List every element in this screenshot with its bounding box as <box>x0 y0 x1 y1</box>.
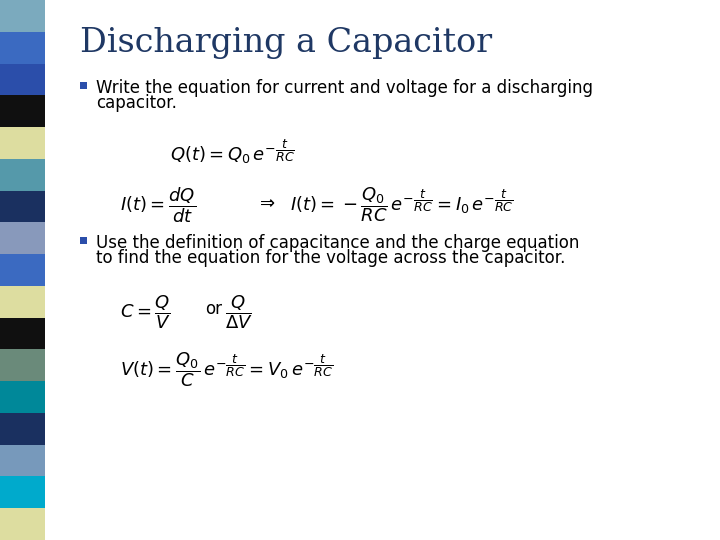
Bar <box>0 349 45 381</box>
Bar <box>63 0 64 540</box>
Bar <box>59 0 60 540</box>
Bar <box>0 159 45 191</box>
Bar <box>0 222 45 254</box>
Text: $Q(t) = Q_0\, e^{-\dfrac{t}{RC}}$: $Q(t) = Q_0\, e^{-\dfrac{t}{RC}}$ <box>170 138 295 166</box>
Bar <box>51 0 52 540</box>
Bar <box>0 381 45 413</box>
Text: $I(t) = \dfrac{dQ}{dt}$: $I(t) = \dfrac{dQ}{dt}$ <box>120 185 196 225</box>
Text: $V(t) = \dfrac{Q_0}{C}\, e^{-\dfrac{t}{RC}} = V_0\, e^{-\dfrac{t}{RC}}$: $V(t) = \dfrac{Q_0}{C}\, e^{-\dfrac{t}{R… <box>120 350 333 389</box>
Bar <box>46 0 47 540</box>
Bar <box>61 0 62 540</box>
Bar <box>62 0 63 540</box>
Bar <box>56 0 57 540</box>
Bar <box>0 95 45 127</box>
Text: Use the definition of capacitance and the charge equation: Use the definition of capacitance and th… <box>96 234 580 252</box>
Bar <box>0 286 45 318</box>
Bar <box>64 0 65 540</box>
Text: capacitor.: capacitor. <box>96 94 177 112</box>
Bar <box>68 0 69 540</box>
Bar <box>50 0 51 540</box>
Bar <box>48 0 49 540</box>
Bar <box>57 0 58 540</box>
Bar <box>0 127 45 159</box>
Bar <box>66 0 67 540</box>
Bar <box>79 237 86 244</box>
Bar <box>53 0 54 540</box>
Bar <box>0 32 45 64</box>
Bar <box>79 82 86 89</box>
Bar <box>0 318 45 349</box>
Bar <box>0 413 45 445</box>
Text: Write the equation for current and voltage for a discharging: Write the equation for current and volta… <box>96 79 593 97</box>
Bar <box>0 254 45 286</box>
Bar <box>69 0 70 540</box>
Bar <box>67 0 68 540</box>
Bar <box>0 64 45 95</box>
Text: $\Rightarrow$: $\Rightarrow$ <box>256 193 276 211</box>
Bar <box>52 0 53 540</box>
Bar <box>0 0 45 32</box>
Bar <box>49 0 50 540</box>
Bar <box>54 0 55 540</box>
Text: $\dfrac{Q}{\Delta V}$: $\dfrac{Q}{\Delta V}$ <box>225 293 253 330</box>
Text: $C = \dfrac{Q}{V}$: $C = \dfrac{Q}{V}$ <box>120 293 171 330</box>
Bar <box>60 0 61 540</box>
Bar <box>0 508 45 540</box>
Bar <box>0 191 45 222</box>
Bar <box>55 0 56 540</box>
Bar <box>47 0 48 540</box>
Text: $I(t) = -\dfrac{Q_0}{RC}\, e^{-\dfrac{t}{RC}} = I_0\, e^{-\dfrac{t}{RC}}$: $I(t) = -\dfrac{Q_0}{RC}\, e^{-\dfrac{t}… <box>290 185 514 224</box>
Text: Discharging a Capacitor: Discharging a Capacitor <box>80 27 492 59</box>
Bar <box>65 0 66 540</box>
Bar <box>0 476 45 508</box>
Text: to find the equation for the voltage across the capacitor.: to find the equation for the voltage acr… <box>96 249 565 267</box>
Bar <box>0 445 45 476</box>
Bar <box>58 0 59 540</box>
Text: or: or <box>205 300 222 318</box>
Bar <box>45 0 46 540</box>
